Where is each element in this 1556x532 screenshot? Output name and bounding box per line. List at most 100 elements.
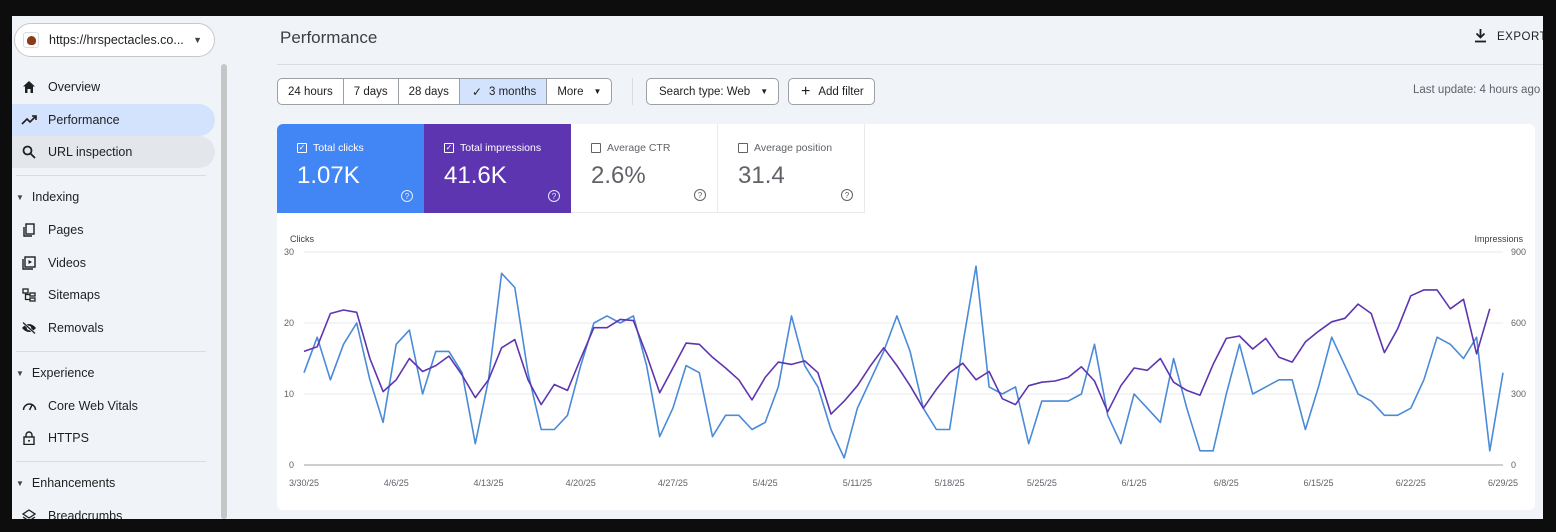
sidebar-item-url-inspection[interactable]: URL inspection <box>12 136 215 168</box>
sidebar-item-performance[interactable]: Performance <box>12 104 215 136</box>
section-title: Experience <box>31 366 95 380</box>
x-tick-label: 3/30/25 <box>289 478 319 488</box>
search-icon <box>20 143 38 161</box>
checkbox-unchecked-icon[interactable] <box>591 143 601 153</box>
clicks-series-line <box>303 265 1504 459</box>
sidebar-item-label: HTTPS <box>48 431 89 445</box>
sidebar-item-overview[interactable]: Overview <box>12 71 215 103</box>
sidebar-item-label: Core Web Vitals <box>48 399 138 413</box>
x-tick-label: 6/22/25 <box>1396 478 1426 488</box>
sidebar-item-label: URL inspection <box>48 145 133 159</box>
check-icon: ✓ <box>471 84 482 99</box>
y-tick-label: 0 <box>289 460 294 470</box>
section-title: Indexing <box>31 190 80 204</box>
property-selector[interactable]: https://hrspectacles.co... ▼ <box>14 23 215 57</box>
page-title: Performance <box>280 28 378 47</box>
checkbox-checked-icon[interactable]: ✓ <box>297 143 307 153</box>
range-24-hours-button[interactable]: 24 hours <box>278 79 344 104</box>
sidebar: https://hrspectacles.co... ▼ Overview Pe… <box>12 16 230 519</box>
dropdown-arrow-icon: ▼ <box>593 87 602 96</box>
y2-axis-label: Impressions <box>1474 234 1523 244</box>
metric-total-clicks[interactable]: ✓ Total clicks 1.07K ? <box>277 124 424 213</box>
export-label: EXPORT <box>1497 31 1543 43</box>
metric-average-position[interactable]: Average position 31.4 ? <box>718 124 865 213</box>
search-type-dropdown[interactable]: Search type: Web ▼ <box>646 78 780 105</box>
sidebar-divider <box>16 175 206 176</box>
chevron-down-icon: ▼ <box>193 35 202 45</box>
sidebar-item-pages[interactable]: Pages <box>12 214 215 246</box>
range-28-days-button[interactable]: 28 days <box>399 79 460 104</box>
x-tick-label: 6/15/25 <box>1304 478 1334 488</box>
site-favicon <box>23 32 39 48</box>
sidebar-item-removals[interactable]: Removals <box>12 312 215 344</box>
sidebar-item-label: Sitemaps <box>48 288 101 302</box>
x-tick-label: 6/8/25 <box>1214 478 1239 488</box>
layers-icon <box>20 507 38 519</box>
range-7-days-button[interactable]: 7 days <box>344 79 399 104</box>
x-tick-label: 5/25/25 <box>1027 478 1057 488</box>
metric-average-ctr[interactable]: Average CTR 2.6% ? <box>571 124 718 213</box>
property-url: https://hrspectacles.co... <box>49 33 184 47</box>
sidebar-scrollbar[interactable] <box>221 64 227 519</box>
sidebar-item-sitemaps[interactable]: Sitemaps <box>12 279 215 311</box>
sidebar-item-breadcrumbs[interactable]: Breadcrumbs <box>12 500 215 519</box>
sidebar-item-label: Breadcrumbs <box>48 509 123 519</box>
metric-label: Total impressions <box>460 142 542 154</box>
filter-separator <box>632 78 633 105</box>
add-filter-label: Add filter <box>818 85 864 98</box>
section-indexing[interactable]: ▼ Indexing <box>12 183 215 211</box>
y-axis-label: Clicks <box>290 234 314 244</box>
x-tick-label: 6/1/25 <box>1122 478 1147 488</box>
app-window: https://hrspectacles.co... ▼ Overview Pe… <box>12 16 1543 519</box>
gauge-icon <box>20 397 38 415</box>
range-label: More <box>557 85 584 98</box>
y2-tick-label: 300 <box>1511 389 1526 399</box>
date-range-selector: 24 hours 7 days 28 days ✓ 3 months More ▼ <box>277 78 613 105</box>
y-tick-label: 20 <box>284 318 294 328</box>
range-label: 24 hours <box>288 85 333 98</box>
y-tick-label: 10 <box>284 389 294 399</box>
range-3-months-button[interactable]: ✓ 3 months <box>459 79 548 104</box>
range-label: 7 days <box>353 85 388 98</box>
sidebar-divider <box>16 461 206 462</box>
sidebar-item-label: Performance <box>48 113 120 127</box>
add-filter-button[interactable]: + Add filter <box>788 78 875 105</box>
help-icon[interactable]: ? <box>841 189 853 201</box>
home-icon <box>20 78 38 96</box>
x-tick-label: 4/27/25 <box>658 478 688 488</box>
range-more-dropdown[interactable]: More ▼ <box>547 79 611 104</box>
x-tick-label: 5/11/25 <box>843 478 872 488</box>
sidebar-item-label: Removals <box>48 321 104 335</box>
collapse-triangle-icon: ▼ <box>16 368 24 378</box>
range-label: 28 days <box>408 85 449 98</box>
header-divider <box>277 64 1543 65</box>
performance-line-chart[interactable]: Clicks Impressions 0 0 10 300 20 600 30 900 3/30… <box>277 124 1535 510</box>
x-tick-label: 6/29/25 <box>1488 478 1518 488</box>
section-experience[interactable]: ▼ Experience <box>12 359 215 387</box>
sidebar-item-label: Videos <box>48 256 86 270</box>
metric-label: Average CTR <box>607 142 671 154</box>
sidebar-item-core-web-vitals[interactable]: Core Web Vitals <box>12 390 215 422</box>
x-tick-label: 4/13/25 <box>473 478 503 488</box>
y2-tick-label: 900 <box>1511 247 1526 257</box>
sitemap-icon <box>20 286 38 304</box>
sidebar-item-https[interactable]: HTTPS <box>12 422 215 454</box>
metric-value: 2.6% <box>591 162 646 189</box>
metric-value: 31.4 <box>738 162 785 189</box>
export-button[interactable]: EXPORT <box>1474 28 1543 46</box>
help-icon[interactable]: ? <box>694 189 706 201</box>
checkbox-checked-icon[interactable]: ✓ <box>444 143 454 153</box>
section-enhancements[interactable]: ▼ Enhancements <box>12 469 215 497</box>
sidebar-item-videos[interactable]: Videos <box>12 247 215 279</box>
checkbox-unchecked-icon[interactable] <box>738 143 748 153</box>
help-icon[interactable]: ? <box>548 190 560 202</box>
video-icon <box>20 254 38 272</box>
eye-off-icon <box>20 319 38 337</box>
help-icon[interactable]: ? <box>401 190 413 202</box>
metric-total-impressions[interactable]: ✓ Total impressions 41.6K ? <box>424 124 571 213</box>
sidebar-item-label: Pages <box>48 223 84 237</box>
collapse-triangle-icon: ▼ <box>16 192 24 202</box>
y2-tick-label: 600 <box>1511 318 1526 328</box>
trending-up-icon <box>20 111 38 129</box>
y2-tick-label: 0 <box>1511 460 1516 470</box>
